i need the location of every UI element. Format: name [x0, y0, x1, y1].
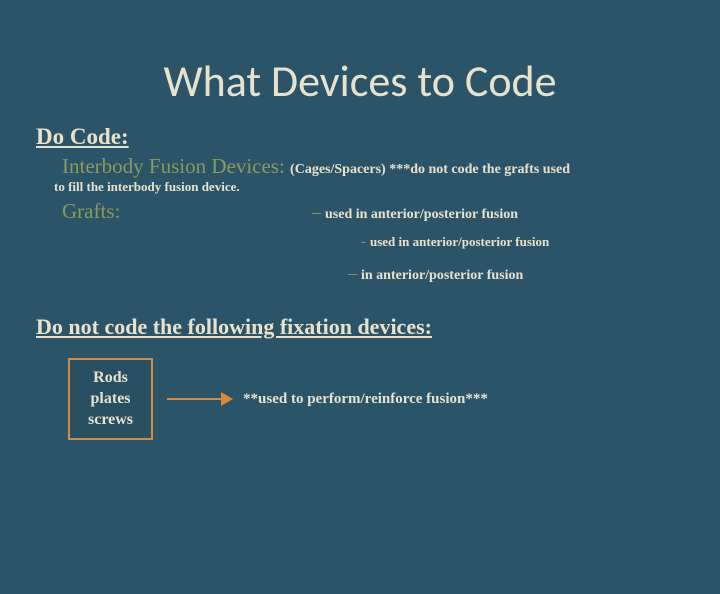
slide-title: What Devices to Code	[0, 54, 720, 108]
grafts-line-3: –in anterior/posterior fusion	[348, 263, 684, 284]
grafts-text-3: in anterior/posterior fusion	[361, 268, 523, 283]
arrow-icon	[167, 392, 233, 406]
bottom-row: Rods plates screws **used to perform/rei…	[68, 358, 684, 440]
box-line-3: screws	[88, 410, 133, 431]
content-area: Do Code: Interbody Fusion Devices: (Cage…	[0, 124, 720, 440]
do-not-heading: Do not code the following fixation devic…	[36, 314, 684, 340]
interbody-label: Interbody Fusion Devices:	[62, 154, 285, 178]
grafts-line-2: -used in anterior/posterior fusion	[361, 234, 684, 251]
box-line-2: plates	[88, 389, 133, 410]
reinforce-note: **used to perform/reinforce fusion***	[243, 391, 488, 408]
dash-icon: –	[348, 263, 357, 283]
interbody-note: (Cages/Spacers) ***do not code the graft…	[290, 162, 570, 177]
grafts-row: Grafts: –used in anterior/posterior fusi…	[62, 199, 684, 224]
dash-icon: –	[312, 202, 321, 222]
grafts-line-1: –used in anterior/posterior fusion	[312, 202, 518, 223]
grafts-label: Grafts:	[62, 199, 312, 224]
fill-note: to fill the interbody fusion device.	[54, 179, 684, 195]
dash-icon: -	[361, 234, 366, 250]
fixation-box: Rods plates screws	[68, 358, 153, 440]
grafts-text-1: used in anterior/posterior fusion	[325, 207, 518, 222]
grafts-text-2: used in anterior/posterior fusion	[370, 234, 549, 249]
box-line-1: Rods	[88, 368, 133, 389]
do-code-heading: Do Code:	[36, 124, 684, 150]
interbody-line: Interbody Fusion Devices: (Cages/Spacers…	[62, 154, 684, 179]
